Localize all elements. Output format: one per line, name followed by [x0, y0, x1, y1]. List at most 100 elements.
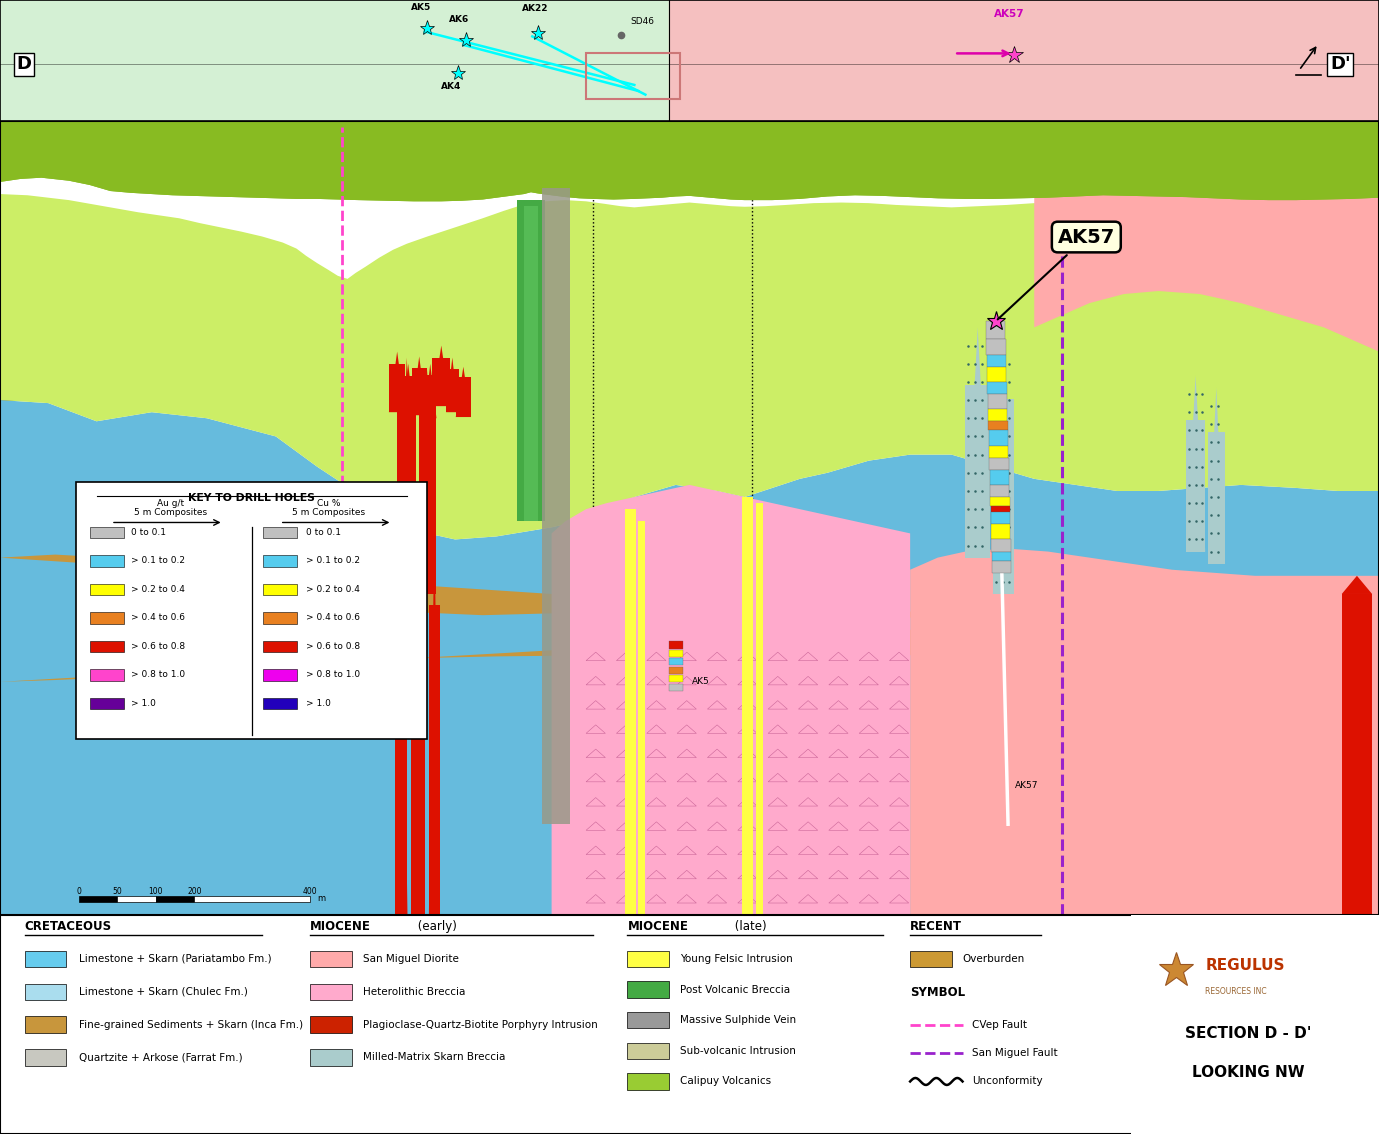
Bar — [992, 524, 1011, 540]
Bar — [756, 503, 763, 915]
Polygon shape — [0, 121, 1379, 202]
Text: AK5: AK5 — [692, 677, 710, 686]
Bar — [419, 415, 436, 594]
Text: REGULUS: REGULUS — [459, 122, 520, 135]
Bar — [669, 658, 683, 666]
Text: MIOCENE: MIOCENE — [627, 921, 688, 933]
Bar — [263, 697, 298, 709]
Bar — [401, 375, 415, 424]
Text: 400: 400 — [303, 887, 317, 896]
Text: Limestone + Skarn (Pariatambo Fm.): Limestone + Skarn (Pariatambo Fm.) — [79, 954, 272, 964]
Bar — [90, 669, 124, 680]
Bar — [0, 582, 1379, 915]
Bar — [156, 896, 194, 902]
Text: Overburden: Overburden — [963, 954, 1025, 964]
Polygon shape — [397, 357, 416, 582]
Bar — [389, 364, 405, 412]
Bar — [965, 384, 990, 558]
Text: San Miguel Diorite: San Miguel Diorite — [363, 954, 459, 964]
Bar — [25, 983, 66, 1000]
Bar — [669, 684, 683, 691]
Bar — [987, 366, 1007, 382]
Text: AK22: AK22 — [521, 3, 549, 12]
Text: 0: 0 — [76, 887, 81, 896]
Bar — [669, 641, 683, 649]
Text: > 0.4 to 0.6: > 0.4 to 0.6 — [306, 613, 360, 623]
Polygon shape — [455, 366, 472, 417]
Bar — [117, 896, 156, 902]
Text: SECTION D - D': SECTION D - D' — [1185, 1026, 1311, 1041]
Bar — [989, 446, 1008, 458]
Text: D': D' — [1338, 122, 1358, 141]
Bar — [989, 458, 1008, 469]
Text: Fine-grained Sediments + Skarn (Inca Fm.): Fine-grained Sediments + Skarn (Inca Fm.… — [79, 1019, 303, 1030]
Text: AK57: AK57 — [994, 9, 1025, 19]
Polygon shape — [411, 509, 425, 915]
Bar — [990, 506, 1009, 513]
Polygon shape — [411, 356, 427, 415]
Text: AK57: AK57 — [997, 228, 1116, 320]
Polygon shape — [910, 549, 1379, 915]
Bar — [986, 339, 1005, 355]
Bar — [742, 497, 753, 915]
Bar — [433, 357, 450, 406]
Bar — [990, 497, 1009, 506]
Text: AK57: AK57 — [1015, 781, 1038, 790]
Bar — [910, 950, 952, 967]
Text: > 1.0: > 1.0 — [306, 699, 331, 708]
Bar — [429, 604, 440, 915]
Text: > 0.1 to 0.2: > 0.1 to 0.2 — [131, 557, 185, 566]
Text: Sub-volcanic Intrusion: Sub-volcanic Intrusion — [680, 1046, 796, 1056]
Bar — [90, 697, 124, 709]
Text: MIOCENE: MIOCENE — [310, 921, 371, 933]
Bar — [310, 950, 352, 967]
Bar — [669, 650, 683, 657]
Bar — [542, 188, 570, 824]
Polygon shape — [0, 121, 1379, 202]
Bar — [394, 600, 408, 915]
Text: > 0.8 to 1.0: > 0.8 to 1.0 — [306, 670, 360, 679]
Bar — [669, 675, 683, 683]
Text: SD46: SD46 — [630, 17, 654, 26]
Bar — [194, 896, 310, 902]
Bar — [447, 369, 458, 412]
Polygon shape — [429, 527, 440, 915]
Text: Heterolithic Breccia: Heterolithic Breccia — [363, 987, 465, 997]
Bar — [990, 469, 1009, 485]
Polygon shape — [425, 364, 436, 418]
Bar — [627, 950, 669, 967]
Text: > 1.0: > 1.0 — [131, 699, 156, 708]
Text: Quartzite + Arkose (Farrat Fm.): Quartzite + Arkose (Farrat Fm.) — [79, 1052, 243, 1063]
Polygon shape — [0, 555, 1379, 682]
Text: D': D' — [1331, 56, 1350, 74]
Bar — [625, 509, 636, 915]
Bar — [989, 431, 1008, 446]
Text: SYMBOL: SYMBOL — [910, 987, 965, 999]
Polygon shape — [447, 357, 458, 412]
Bar — [990, 513, 1009, 524]
Text: 50: 50 — [112, 887, 123, 896]
Polygon shape — [965, 328, 990, 558]
Bar — [627, 1042, 669, 1059]
Bar — [987, 393, 1007, 409]
Polygon shape — [0, 400, 1379, 915]
Polygon shape — [419, 370, 436, 594]
Text: > 0.8 to 1.0: > 0.8 to 1.0 — [131, 670, 185, 679]
Text: KEY TO DRILL HOLES: KEY TO DRILL HOLES — [188, 493, 316, 502]
Bar — [90, 612, 124, 624]
Text: D: D — [17, 56, 32, 74]
Text: 5 m Composites: 5 m Composites — [134, 508, 207, 517]
Polygon shape — [552, 485, 910, 915]
Polygon shape — [1186, 375, 1205, 551]
Text: 0 to 0.1: 0 to 0.1 — [306, 528, 341, 538]
Polygon shape — [1208, 388, 1225, 564]
FancyBboxPatch shape — [76, 482, 427, 739]
Text: Unconformity: Unconformity — [972, 1076, 1043, 1086]
Bar — [25, 950, 66, 967]
Polygon shape — [1034, 121, 1379, 352]
Bar — [455, 376, 472, 417]
Text: REGULUS: REGULUS — [1004, 122, 1065, 135]
Text: LOOKING NW: LOOKING NW — [1191, 1065, 1305, 1081]
Bar — [263, 641, 298, 652]
Polygon shape — [1342, 576, 1372, 594]
